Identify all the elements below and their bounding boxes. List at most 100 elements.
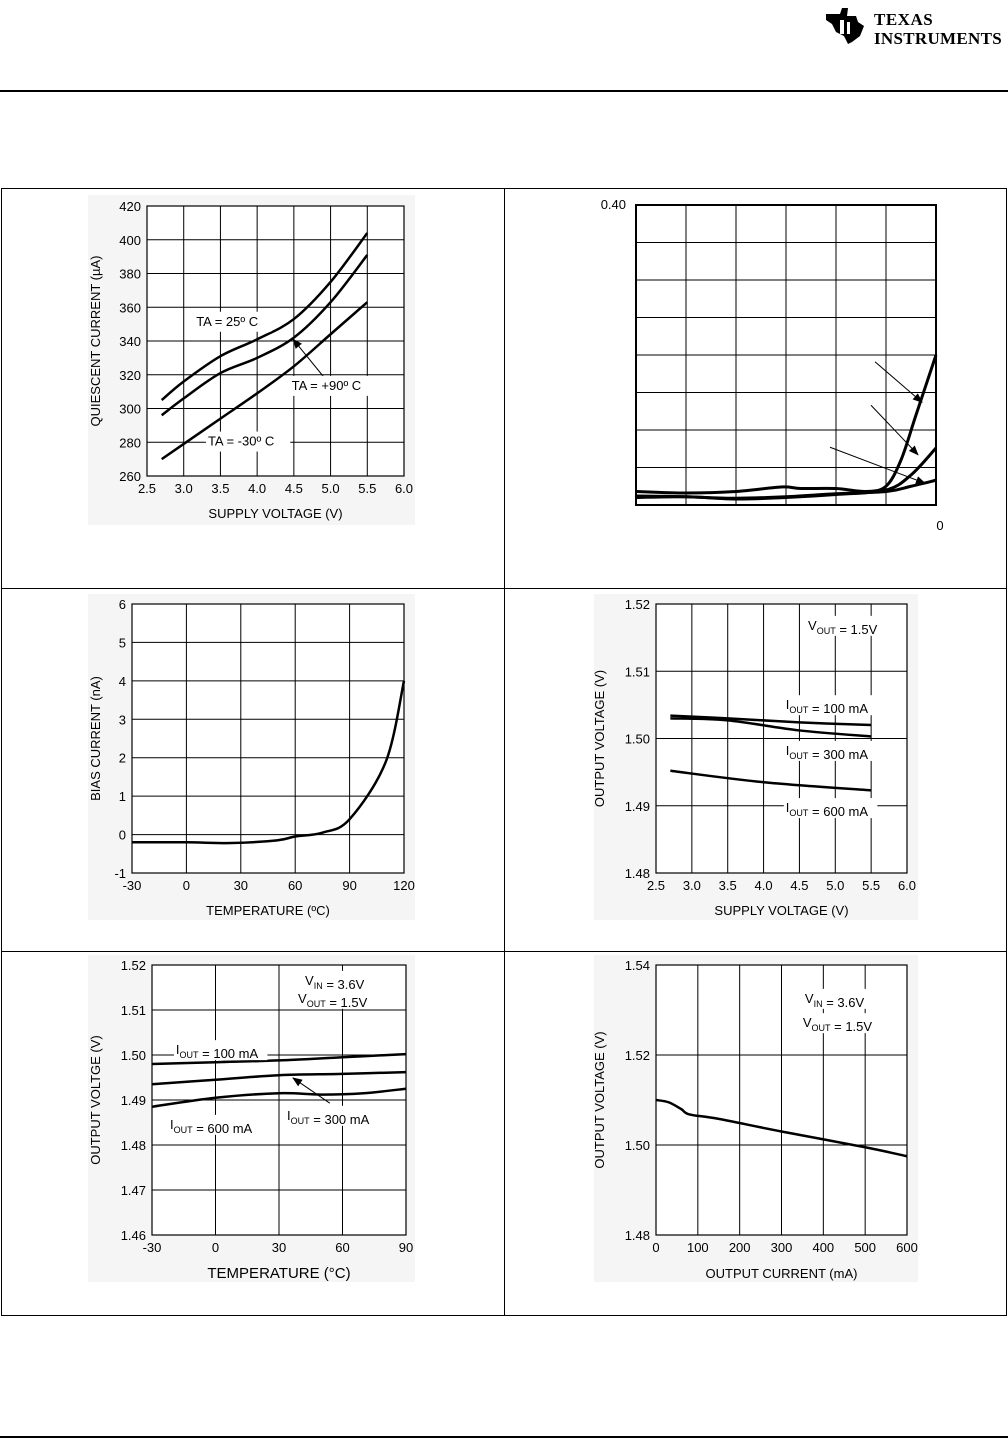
- annotation-arrow: [870, 404, 919, 456]
- annotation-text: = 3.6V: [323, 977, 365, 992]
- series-line: [151, 1052, 407, 1066]
- annotation-background: [289, 375, 374, 396]
- y-tick-label: 1.49: [121, 1093, 146, 1108]
- annotation-subscript: OUT: [812, 1023, 832, 1033]
- y-tick-label: 0: [119, 828, 126, 843]
- grid-divider-row2: [2, 951, 1006, 952]
- chart-3: -30 0 30 60 90 120 -1 0 1 2 3 4 5 6 TEMPERATURE (ºC) BI…: [88, 594, 415, 920]
- annotation-text: V: [305, 973, 314, 988]
- plot-frame: [131, 603, 405, 874]
- annotation-subscript: IN: [814, 999, 823, 1009]
- series-line: [151, 1087, 407, 1108]
- y-tick-label: 260: [119, 469, 141, 484]
- annotation-label: IOUT = 300 mA: [287, 1108, 370, 1127]
- y-tick-label: 420: [119, 199, 141, 214]
- annotation-label: VOUT = 1.5V: [298, 991, 368, 1010]
- annotation-label: IOUT = 600 mA: [786, 800, 869, 819]
- annotation-background: [802, 988, 877, 1009]
- x-tick-label: 90: [342, 878, 356, 893]
- ti-logo: TEXAS INSTRUMENTS: [822, 4, 1008, 48]
- annotation-text: V: [805, 991, 814, 1006]
- annotation-text: = 600 mA: [193, 1121, 253, 1136]
- annotation-text: = 1.5V: [326, 995, 368, 1010]
- y-tick-label: 6: [119, 597, 126, 612]
- plot-frame: [146, 205, 405, 477]
- grid-divider-vertical: [504, 189, 505, 1315]
- plot-frame: [151, 964, 407, 1236]
- x-tick-label: 60: [335, 1240, 349, 1255]
- grid-divider-row1: [2, 588, 1006, 589]
- annotation-text: = 100 mA: [199, 1046, 259, 1061]
- y-tick-label: 1.48: [625, 866, 650, 881]
- annotation-label: IOUT = 300 mA: [786, 743, 869, 762]
- series-line: [151, 1070, 407, 1086]
- x-tick-label: 6.0: [898, 878, 916, 893]
- annotation-background: [783, 695, 878, 716]
- y-tick-label: 380: [119, 267, 141, 282]
- annotation-text: I: [176, 1042, 180, 1057]
- annotation-background: [296, 988, 375, 1009]
- y-tick-label: 2: [119, 751, 126, 766]
- y-tick-label: 360: [119, 300, 141, 315]
- annotation-label: VOUT = 1.5V: [803, 1015, 873, 1034]
- annotation-text: V: [803, 1015, 812, 1030]
- x-tick-label: -30: [143, 1240, 162, 1255]
- x-tick-label: 0: [183, 878, 190, 893]
- x-tick-label: 5.0: [322, 481, 340, 496]
- x-tick-label: 2.5: [647, 878, 665, 893]
- annotation-text: I: [786, 697, 790, 712]
- footer-rule: [0, 1436, 1008, 1438]
- annotation-label: IOUT = 100 mA: [176, 1042, 259, 1061]
- chart-2: 0.40 0: [601, 197, 944, 533]
- x-tick-label: 0: [212, 1240, 219, 1255]
- x-axis-label: SUPPLY VOLTAGE (V): [714, 903, 848, 918]
- x-axis-label: OUTPUT CURRENT (mA): [706, 1266, 858, 1281]
- y-tick-label: -1: [114, 866, 126, 881]
- x-tick-label: 6.0: [395, 481, 413, 496]
- series-line: [655, 1098, 908, 1158]
- x-tick-label: 120: [393, 878, 415, 893]
- annotation-arrow: [292, 338, 326, 379]
- brand-line-2: INSTRUMENTS: [874, 29, 1002, 48]
- y-tick-label: 4: [119, 674, 126, 689]
- chart-4: 2.5 3.0 3.5 4.0 4.5 5.0 5.5 6.0 1.48 1.49 1.50 1.51…: [592, 594, 918, 920]
- y-tick-label: 1.50: [121, 1048, 146, 1063]
- annotation-label: TA = -30º C: [208, 434, 274, 449]
- annotation-background: [173, 1040, 268, 1061]
- x-tick-label: 100: [687, 1240, 709, 1255]
- annotation-label: VIN = 3.6V: [305, 973, 365, 992]
- y-tick-label: 1.52: [625, 597, 650, 612]
- annotation-text: = 600 mA: [808, 804, 868, 819]
- annotation-subscript: OUT: [789, 751, 809, 761]
- annotation-text: = 100 mA: [808, 701, 868, 716]
- y-axis-label: QUIESCENT CURRENT (µA): [88, 256, 103, 427]
- annotation-subscript: OUT: [789, 705, 809, 715]
- series-line: [131, 680, 406, 845]
- annotation-text: = 300 mA: [310, 1112, 370, 1127]
- x-tick-label: 5.5: [862, 878, 880, 893]
- annotation-background: [783, 740, 878, 761]
- y-tick-label: 5: [119, 635, 126, 650]
- annotation-label: VOUT = 1.5V: [808, 618, 878, 637]
- y-top-label: 0.40: [601, 197, 626, 212]
- annotation-text: = 3.6V: [823, 995, 865, 1010]
- annotation-background: [205, 431, 291, 452]
- annotation-text: V: [808, 618, 817, 633]
- x-tick-label: 5.5: [358, 481, 376, 496]
- chart-5: -30 0 30 60 90 1.46 1.47 1.48 1.49 1.50 1.51 1.52 TE…: [88, 955, 415, 1282]
- x-tick-label: 4.0: [755, 878, 773, 893]
- x-tick-label: 3.0: [175, 481, 193, 496]
- y-tick-label: 1.50: [625, 1138, 650, 1153]
- y-tick-label: 300: [119, 402, 141, 417]
- y-tick-label: 1: [119, 789, 126, 804]
- y-axis-label: OUTPUT VOLTAGE (V): [592, 670, 607, 807]
- annotation-label: IOUT = 100 mA: [786, 697, 869, 716]
- x-axis-label: TEMPERATURE (ºC): [206, 903, 330, 918]
- annotation-subscript: OUT: [174, 1125, 194, 1135]
- series-line: [635, 354, 938, 495]
- x-axis-label: TEMPERATURE (°C): [207, 1265, 350, 1282]
- annotation-text: = 1.5V: [836, 622, 878, 637]
- y-tick-label: 320: [119, 368, 141, 383]
- x-axis-label: SUPPLY VOLTAGE (V): [208, 506, 342, 521]
- series-line: [160, 232, 369, 402]
